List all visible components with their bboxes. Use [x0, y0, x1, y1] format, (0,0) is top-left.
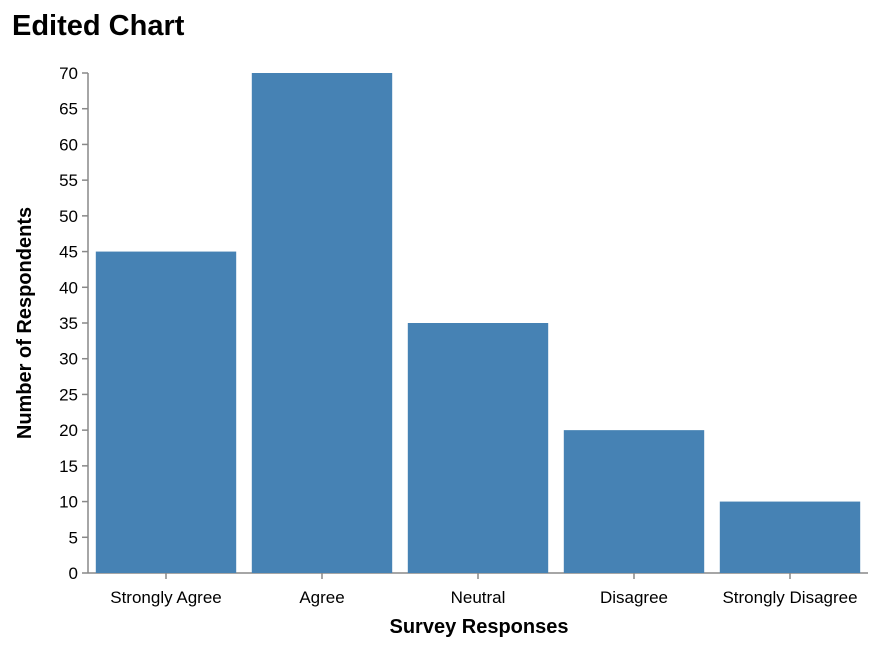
y-tick-label: 35	[59, 314, 78, 333]
y-axis: 0 5 10 15 20 25 30 35 40 45 50 55 60 65 70	[59, 64, 89, 583]
x-tick-label: Neutral	[451, 588, 506, 607]
x-tick-label: Agree	[299, 588, 344, 607]
x-axis-title: Survey Responses	[390, 616, 569, 638]
y-tick-label: 40	[59, 278, 78, 297]
x-tick-label: Disagree	[600, 588, 668, 607]
y-tick-label: 5	[69, 528, 78, 547]
bar[interactable]	[563, 430, 705, 573]
y-tick-label: 15	[59, 457, 78, 476]
y-tick-label: 55	[59, 171, 78, 190]
bar[interactable]	[719, 501, 861, 573]
y-tick-label: 20	[59, 421, 78, 440]
y-tick-label: 30	[59, 350, 78, 369]
bar[interactable]	[407, 323, 549, 573]
y-tick-label: 25	[59, 385, 78, 404]
bar[interactable]	[95, 251, 237, 574]
y-tick-label: 50	[59, 207, 78, 226]
x-axis: Strongly Agree Agree Neutral Disagree Strong…	[88, 572, 868, 607]
y-tick-label: 60	[59, 135, 78, 154]
y-tick-label: 0	[69, 564, 78, 583]
bar[interactable]	[251, 73, 393, 573]
y-tick-label: 65	[59, 100, 78, 119]
y-tick-label: 10	[59, 493, 78, 512]
y-tick-label: 45	[59, 243, 78, 262]
bars-group	[95, 73, 861, 574]
x-tick-label: Strongly Disagree	[722, 588, 857, 607]
chart-title: Edited Chart	[12, 10, 185, 42]
y-tick-label: 70	[59, 64, 78, 83]
y-axis-title: Number of Respondents	[14, 207, 36, 439]
x-tick-label: Strongly Agree	[110, 588, 222, 607]
